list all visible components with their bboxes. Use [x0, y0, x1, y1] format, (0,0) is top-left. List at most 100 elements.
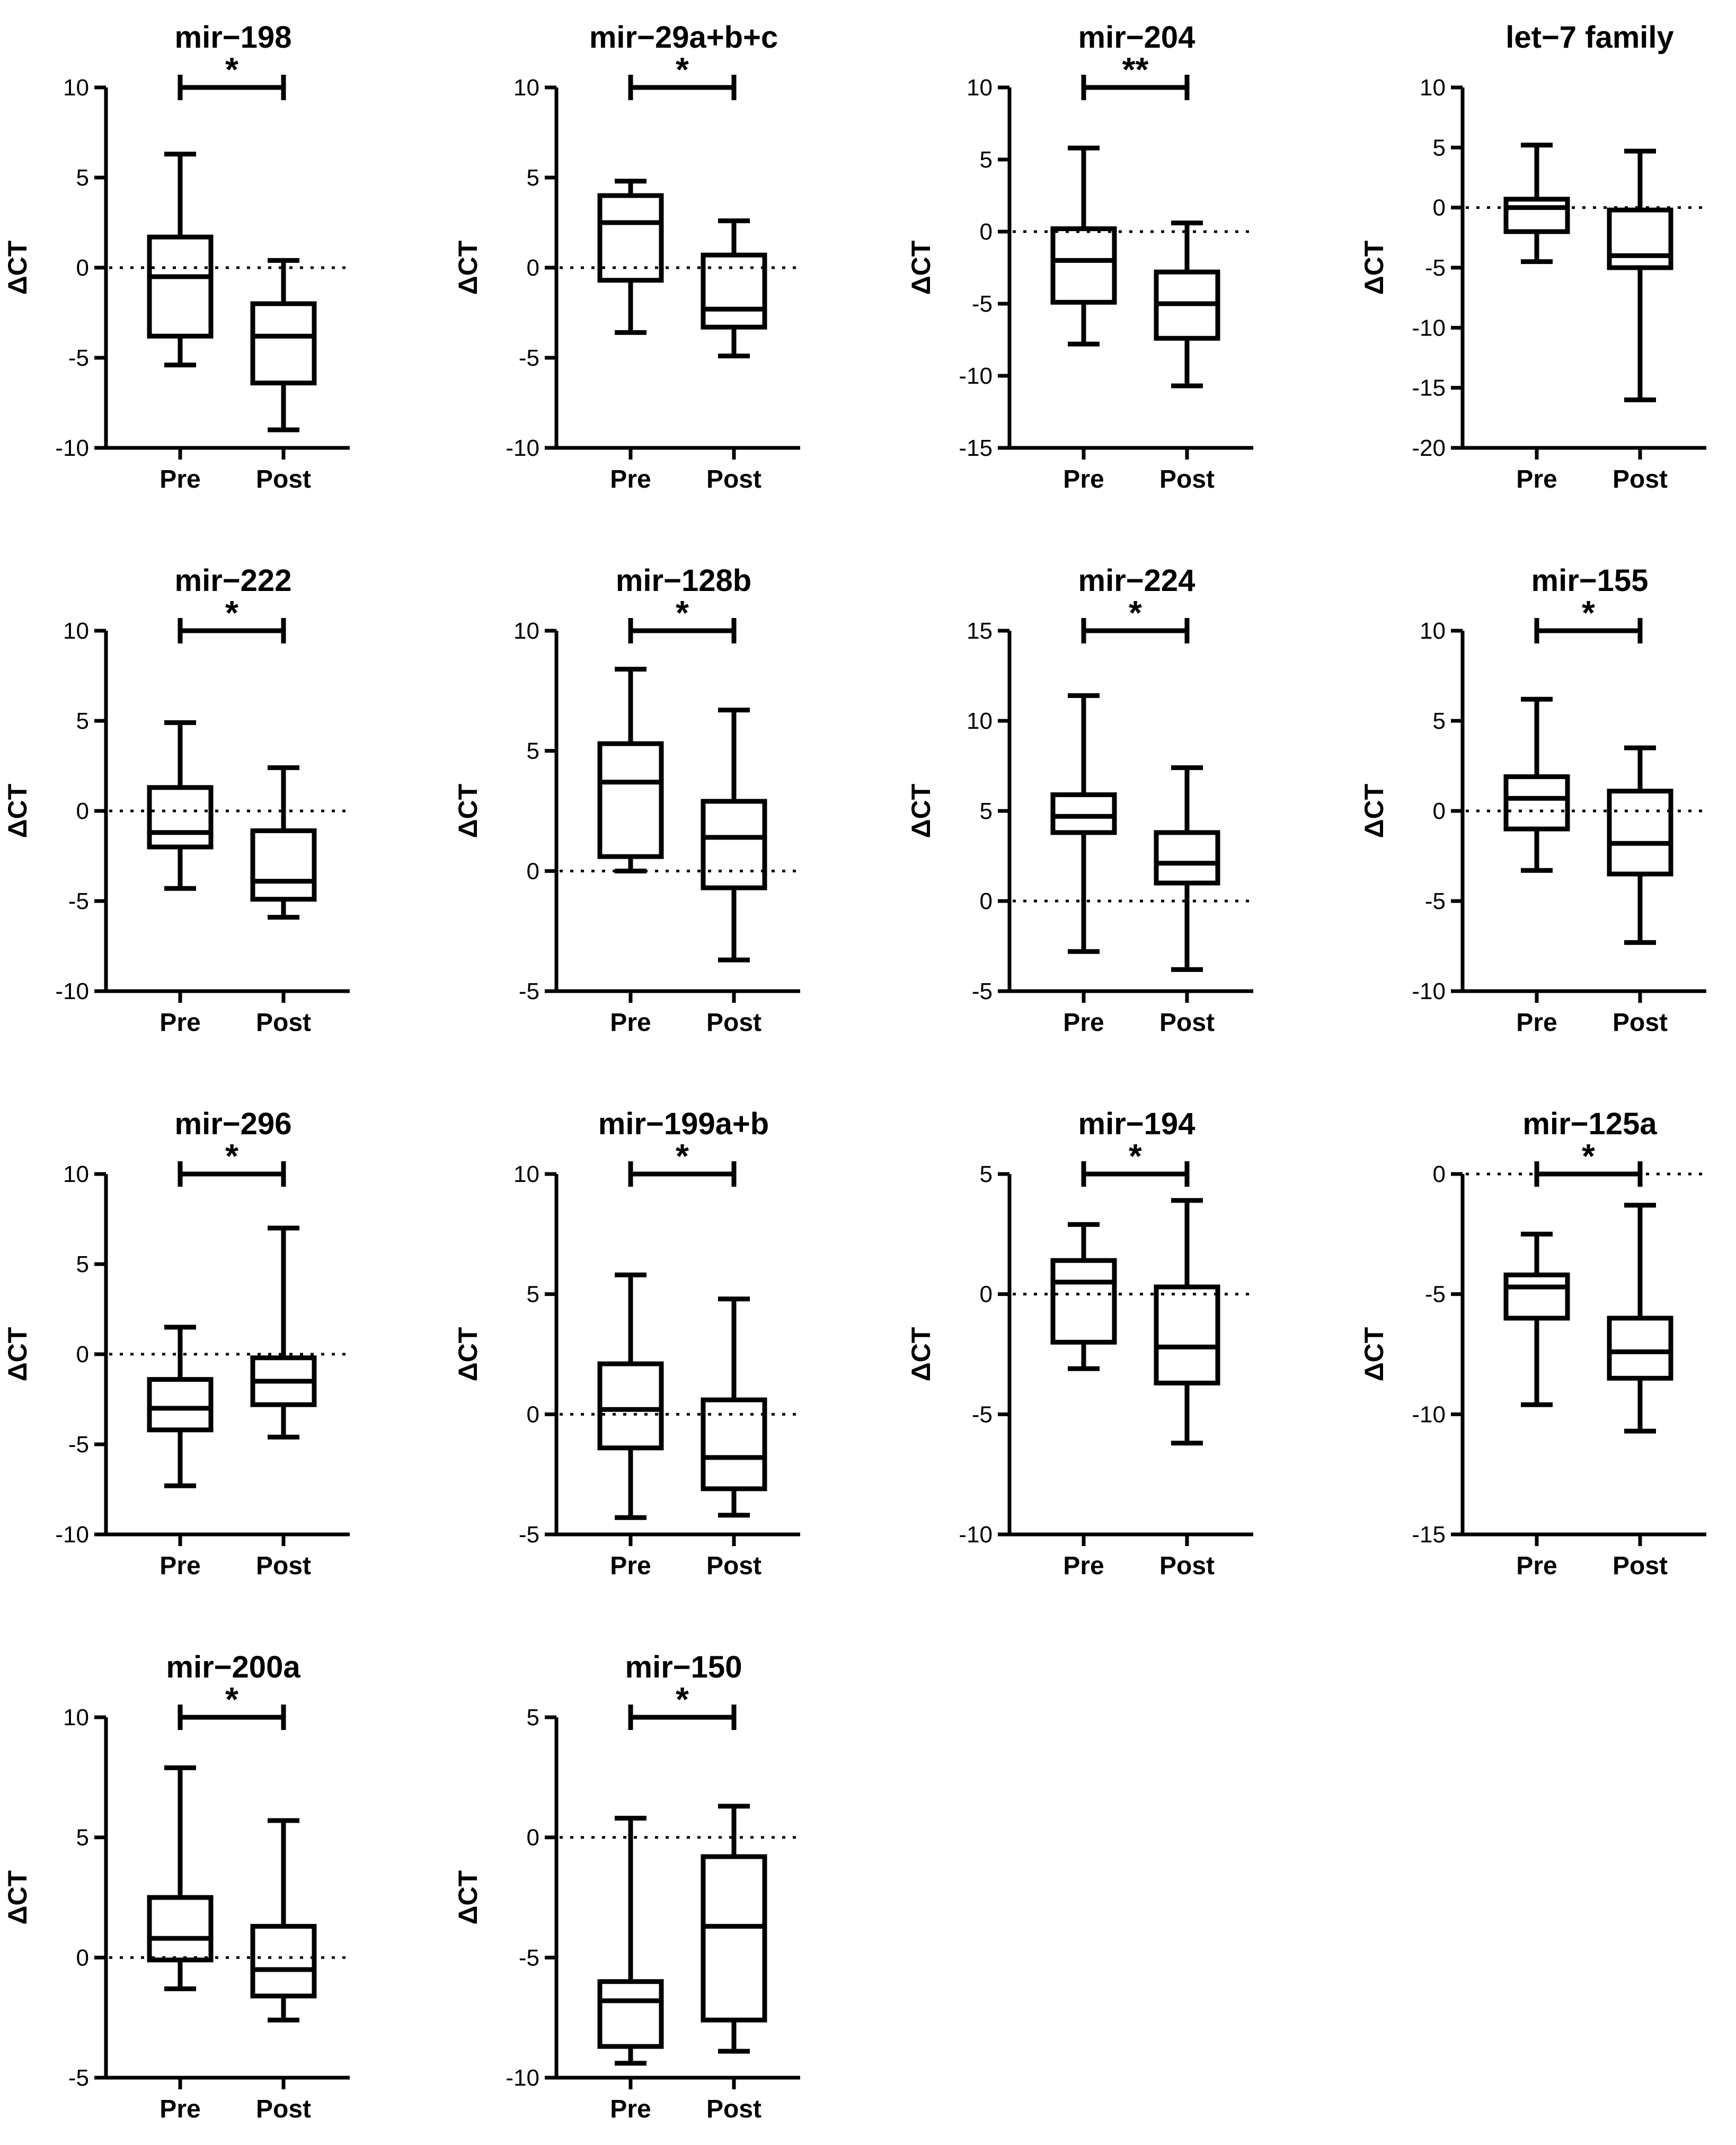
iqr-box: [1050, 226, 1117, 305]
y-tick-label: 0: [980, 1282, 993, 1308]
y-tick-label: 0: [527, 255, 539, 281]
y-tick-label: -5: [972, 978, 993, 1004]
box-pre: [1503, 696, 1570, 873]
box-pre: [147, 720, 214, 891]
box-pre: [1050, 145, 1117, 347]
y-tick-label: 0: [76, 1341, 89, 1367]
x-category-label: Post: [256, 2095, 311, 2123]
box-post: [701, 218, 767, 359]
x-category-label: Post: [1613, 1552, 1668, 1580]
y-tick-label: 0: [527, 858, 539, 884]
y-tick-label: 5: [980, 147, 993, 173]
box-post: [1154, 1198, 1220, 1446]
box-pre: [147, 152, 214, 368]
y-tick-label: -10: [1412, 315, 1446, 341]
y-tick-label: -15: [959, 435, 993, 461]
iqr-box: [1154, 1284, 1220, 1385]
box-post: [1154, 220, 1220, 389]
y-tick-label: -5: [1425, 1282, 1446, 1308]
y-axis-label: ΔCT: [1359, 241, 1389, 295]
panel-3: mir−204 ΔCT 10 5 0 -5 -10 -15 Pre Post **: [906, 20, 1253, 493]
chart-title: mir−194: [1078, 1107, 1195, 1141]
y-tick-label: 5: [1433, 135, 1446, 161]
x-category-label: Pre: [1516, 465, 1557, 493]
panel-11: mir−194 ΔCT 5 0 -5 -10 Pre Post *: [906, 1107, 1253, 1580]
y-tick-label: -15: [1412, 375, 1446, 401]
y-tick-label: 5: [76, 1825, 89, 1851]
x-category-label: Pre: [610, 1552, 651, 1580]
y-tick-label: -5: [519, 345, 539, 371]
iqr-box: [1607, 789, 1673, 877]
y-axis-label: ΔCT: [453, 784, 483, 838]
y-tick-label: 10: [1420, 618, 1446, 644]
x-category-label: Post: [1613, 1009, 1668, 1037]
y-tick-label: 5: [76, 165, 89, 191]
y-tick-label: 0: [527, 1401, 539, 1427]
y-tick-label: -10: [1412, 1401, 1446, 1427]
y-axis-label: ΔCT: [453, 1327, 483, 1382]
significance-marker: **: [1122, 50, 1149, 89]
panel-7: mir−224 ΔCT 15 10 5 0 -5 Pre Post *: [906, 563, 1253, 1037]
y-tick-label: -10: [55, 1522, 89, 1548]
x-category-label: Post: [256, 1552, 311, 1580]
chart-title: mir−296: [175, 1107, 292, 1141]
y-axis-label: ΔCT: [3, 241, 32, 295]
y-tick-label: 0: [980, 219, 993, 245]
significance-marker: *: [225, 1680, 238, 1718]
y-tick-label: 5: [527, 1282, 539, 1308]
y-tick-label: 0: [980, 888, 993, 914]
x-category-label: Post: [706, 2095, 761, 2123]
chart-title: let−7 family: [1505, 20, 1674, 55]
panel-1: mir−198 ΔCT 10 5 0 -5 -10 Pre Post *: [3, 20, 350, 493]
y-tick-label: 0: [76, 798, 89, 824]
y-tick-label: -5: [972, 1401, 993, 1427]
y-tick-label: -5: [68, 1432, 89, 1458]
significance-marker: *: [676, 1137, 689, 1175]
panel-6: mir−128b ΔCT 10 5 0 -5 Pre Post *: [453, 563, 800, 1037]
x-category-label: Post: [706, 465, 761, 493]
y-tick-label: 0: [76, 1945, 89, 1971]
box-post: [250, 1818, 317, 2023]
chart-title: mir−198: [175, 20, 292, 55]
significance-marker: *: [1129, 594, 1142, 632]
box-pre: [597, 1815, 664, 2066]
box-pre: [1050, 1222, 1117, 1371]
y-tick-label: 10: [63, 1161, 89, 1187]
box-post: [1607, 148, 1673, 402]
box-pre: [597, 179, 664, 335]
chart-title: mir−128b: [616, 563, 751, 598]
y-tick-label: 5: [527, 165, 539, 191]
y-tick-label: 10: [513, 75, 539, 101]
y-tick-label: -10: [959, 1522, 993, 1548]
iqr-box: [250, 301, 317, 386]
panel-9: mir−296 ΔCT 10 5 0 -5 -10 Pre Post *: [3, 1107, 350, 1580]
y-tick-label: 0: [1433, 798, 1446, 824]
box-post: [701, 1296, 767, 1518]
chart-title: mir−155: [1531, 563, 1649, 598]
y-axis-label: ΔCT: [906, 784, 936, 838]
iqr-box: [1503, 1272, 1570, 1321]
x-category-label: Post: [706, 1552, 761, 1580]
box-post: [701, 1804, 767, 2054]
significance-marker: *: [225, 594, 238, 632]
box-pre: [147, 1325, 214, 1488]
y-axis-label: ΔCT: [906, 1327, 936, 1382]
x-category-label: Post: [1159, 465, 1215, 493]
significance-marker: *: [1129, 1137, 1142, 1175]
box-pre: [1050, 693, 1117, 954]
y-axis-label: ΔCT: [1359, 784, 1389, 838]
x-category-label: Pre: [160, 1552, 200, 1580]
box-pre: [1503, 1231, 1570, 1407]
y-tick-label: -5: [68, 2065, 89, 2091]
iqr-box: [701, 252, 767, 330]
panel-8: mir−155 ΔCT 10 5 0 -5 -10 Pre Post *: [1359, 563, 1706, 1037]
box-post: [250, 765, 317, 920]
y-tick-label: -10: [1412, 978, 1446, 1004]
y-tick-label: -5: [972, 291, 993, 317]
y-axis-label: ΔCT: [3, 1327, 32, 1382]
x-category-label: Post: [1159, 1009, 1215, 1037]
box-post: [250, 1225, 317, 1440]
y-tick-label: 0: [1433, 195, 1446, 221]
iqr-box: [597, 741, 664, 859]
